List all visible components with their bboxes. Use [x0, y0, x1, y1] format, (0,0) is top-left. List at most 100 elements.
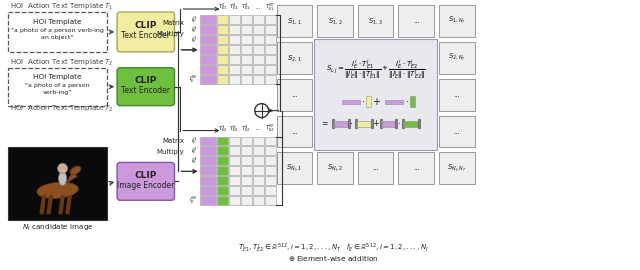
- Text: ...: ...: [291, 92, 298, 98]
- Bar: [253, 15, 264, 24]
- Text: $S_{1,3}$: $S_{1,3}$: [368, 16, 383, 26]
- Text: ...: ...: [255, 5, 261, 9]
- Text: Multiply: Multiply: [157, 150, 184, 156]
- Text: Multiply: Multiply: [157, 31, 184, 37]
- Bar: [241, 196, 252, 205]
- Text: =: =: [321, 119, 327, 128]
- Text: Text Encoder: Text Encoder: [122, 86, 170, 95]
- Bar: [253, 35, 264, 44]
- Bar: [229, 166, 240, 176]
- Bar: [229, 45, 240, 54]
- Text: $S_{N_I,N_T}$: $S_{N_I,N_T}$: [447, 163, 467, 174]
- Text: $T^1_{E2}$: $T^1_{E2}$: [218, 123, 227, 134]
- Bar: [217, 45, 228, 54]
- Ellipse shape: [59, 171, 67, 185]
- Text: HOI Template: HOI Template: [33, 74, 82, 80]
- Text: $N_I$ candidate image: $N_I$ candidate image: [22, 223, 93, 233]
- Bar: [229, 15, 240, 24]
- Bar: [418, 119, 420, 128]
- Bar: [264, 186, 276, 195]
- Bar: [241, 65, 252, 74]
- Text: HOI  Action Text Template $T_2$: HOI Action Text Template $T_2$: [10, 58, 114, 68]
- Bar: [264, 166, 276, 176]
- Bar: [403, 119, 404, 128]
- Text: +: +: [372, 119, 379, 128]
- Bar: [217, 75, 228, 84]
- Bar: [8, 147, 107, 220]
- Bar: [355, 119, 356, 128]
- Bar: [229, 147, 240, 156]
- Ellipse shape: [37, 182, 78, 198]
- Bar: [241, 35, 252, 44]
- Bar: [8, 68, 107, 106]
- Bar: [241, 137, 252, 146]
- Bar: [217, 25, 228, 34]
- Text: $I^2_E$: $I^2_E$: [191, 24, 197, 35]
- Text: ...: ...: [453, 129, 460, 134]
- Text: Image Encoder: Image Encoder: [117, 181, 175, 190]
- PathPatch shape: [65, 172, 77, 183]
- Bar: [229, 176, 240, 185]
- Bar: [229, 55, 240, 64]
- Text: $T^3_{E1}$: $T^3_{E1}$: [241, 2, 252, 12]
- Text: $T^3_{E2}$: $T^3_{E2}$: [241, 123, 252, 134]
- Bar: [229, 65, 240, 74]
- Bar: [253, 196, 264, 205]
- Bar: [317, 5, 353, 37]
- Bar: [264, 75, 276, 84]
- Bar: [200, 65, 216, 74]
- Text: ...: ...: [255, 126, 261, 131]
- Text: $S_{N_I,2}$: $S_{N_I,2}$: [327, 163, 343, 174]
- Bar: [200, 25, 216, 34]
- Bar: [358, 5, 394, 37]
- Text: $S_{i,j}=\dfrac{I_E^i\cdot T_{E1}^j}{\|I_E^i\|\cdot\|T_{E1}^j\|}+\dfrac{I_E^i\cd: $S_{i,j}=\dfrac{I_E^i\cdot T_{E1}^j}{\|I…: [326, 58, 426, 82]
- Bar: [229, 186, 240, 195]
- Bar: [317, 153, 353, 184]
- Bar: [241, 45, 252, 54]
- Text: $I^3_E$: $I^3_E$: [191, 156, 197, 166]
- Bar: [253, 25, 264, 34]
- Bar: [253, 176, 264, 185]
- Bar: [404, 121, 418, 127]
- Bar: [217, 176, 228, 185]
- Bar: [358, 153, 394, 184]
- Bar: [264, 196, 276, 205]
- Text: $I^{N_I}_E$: $I^{N_I}_E$: [189, 195, 197, 207]
- Text: $S_{1,N_T}$: $S_{1,N_T}$: [448, 15, 466, 26]
- Bar: [200, 147, 216, 156]
- Bar: [217, 65, 228, 74]
- Text: verb-ing": verb-ing": [43, 90, 72, 95]
- Bar: [217, 15, 228, 24]
- Bar: [439, 153, 475, 184]
- Bar: [410, 96, 415, 107]
- Bar: [229, 196, 240, 205]
- Text: ...: ...: [413, 18, 420, 24]
- Text: $I^3_E$: $I^3_E$: [191, 34, 197, 45]
- Bar: [439, 42, 475, 74]
- Text: ...: ...: [191, 168, 197, 173]
- Bar: [200, 55, 216, 64]
- Bar: [229, 75, 240, 84]
- Text: +: +: [372, 97, 380, 107]
- Bar: [200, 137, 216, 146]
- Bar: [276, 42, 312, 74]
- Text: $T^1_{E1}$: $T^1_{E1}$: [218, 2, 227, 12]
- Bar: [217, 186, 228, 195]
- Text: ...: ...: [453, 92, 460, 98]
- Bar: [241, 15, 252, 24]
- FancyBboxPatch shape: [117, 163, 175, 200]
- Text: $I^2_E$: $I^2_E$: [191, 146, 197, 156]
- Text: Text Encoder: Text Encoder: [122, 31, 170, 40]
- Bar: [200, 186, 216, 195]
- Bar: [217, 55, 228, 64]
- Bar: [398, 5, 434, 37]
- Bar: [229, 156, 240, 166]
- Bar: [217, 196, 228, 205]
- Bar: [276, 5, 312, 37]
- Bar: [241, 25, 252, 34]
- Bar: [264, 25, 276, 34]
- Bar: [253, 186, 264, 195]
- Bar: [229, 137, 240, 146]
- Bar: [229, 25, 240, 34]
- Text: $T^2_{E2}$: $T^2_{E2}$: [230, 123, 239, 134]
